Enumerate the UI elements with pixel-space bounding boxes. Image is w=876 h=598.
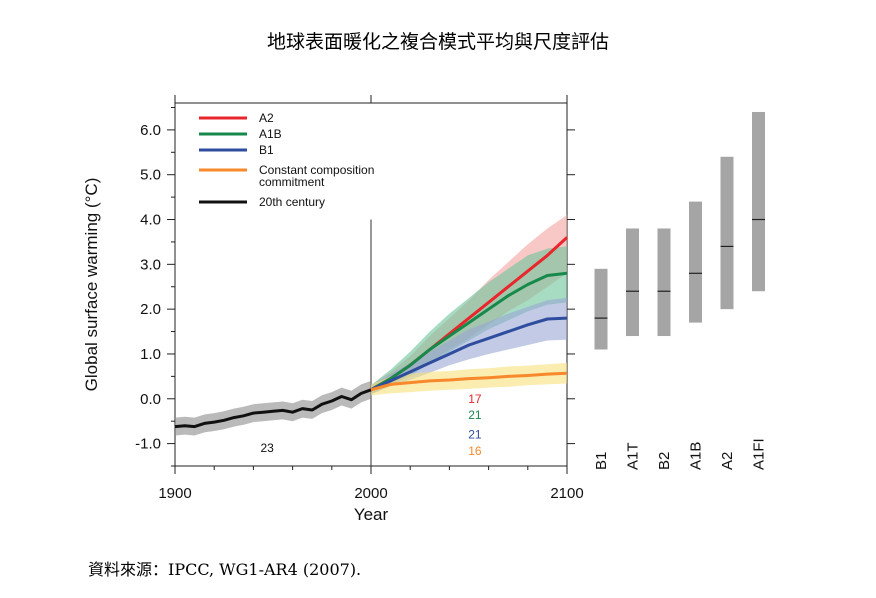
source-note: 資料來源：IPCC, WG1-AR4 (2007).	[88, 560, 362, 579]
model-count-label: 16	[468, 444, 482, 458]
scenario-label: A1T	[625, 442, 642, 470]
y-tick-label: 0.0	[140, 391, 161, 408]
page-title: 地球表面暖化之複合模式平均與尺度評估	[266, 31, 609, 53]
legend-label-line2: commitment	[259, 175, 325, 189]
scenario-range-bars: B1 A1T B2 A1B A2 A1FI	[593, 111, 768, 470]
series-line-constant-composition-commitment	[370, 371, 568, 392]
scenario-range-bar	[689, 201, 702, 323]
model-count-label: 21	[468, 428, 482, 442]
band-20th-century	[175, 380, 371, 436]
y-tick-label: 2.0	[140, 301, 161, 318]
scenario-range-bar	[657, 228, 671, 337]
y-tick-label: -1.0	[135, 436, 161, 453]
model-count-label: 23	[260, 441, 274, 455]
y-tick-label: 4.0	[140, 212, 161, 229]
scenario-range-bar	[626, 228, 639, 337]
y-tick-label: 1.0	[140, 346, 161, 363]
model-count-label: 17	[468, 392, 482, 406]
x-tick-label: 1900	[158, 485, 191, 502]
legend-label: 20th century	[259, 195, 325, 209]
model-counts: 23 17 21 21 16	[260, 392, 481, 458]
x-tick-label: 2100	[550, 485, 583, 502]
x-axis-title: Year	[354, 505, 389, 524]
y-tick-label: 6.0	[140, 122, 161, 139]
scenario-range-bar	[720, 156, 734, 310]
y-tick-label: 5.0	[140, 167, 161, 184]
scenario-label: A1B	[688, 442, 705, 470]
x-tick-label: 2000	[354, 485, 387, 502]
axes: -1.0 0.0 1.0 2.0 3.0 4.0 5.0 6.0 1900 2000 2100 Yea…	[82, 95, 584, 524]
legend-label: B1	[259, 143, 274, 157]
series-line-b1	[370, 316, 568, 392]
legend-label: A1B	[259, 127, 282, 141]
scenario-label: A1FI	[751, 438, 768, 470]
scenario-label: A2	[719, 452, 736, 470]
series-line-20th-century	[174, 388, 372, 429]
legend-label: Constant composition	[259, 163, 374, 177]
y-tick-label: 3.0	[140, 256, 161, 273]
series-line-a1b	[370, 271, 568, 392]
model-count-label: 21	[468, 408, 482, 422]
y-axis-title: Global surface warming (°C)	[82, 178, 101, 392]
scenario-label: B2	[656, 452, 673, 470]
scenario-range-bar	[594, 268, 608, 350]
legend-label: A2	[259, 111, 274, 125]
scenario-label: B1	[593, 452, 610, 470]
series-lines	[174, 236, 569, 429]
scenario-range-bar	[752, 111, 765, 292]
